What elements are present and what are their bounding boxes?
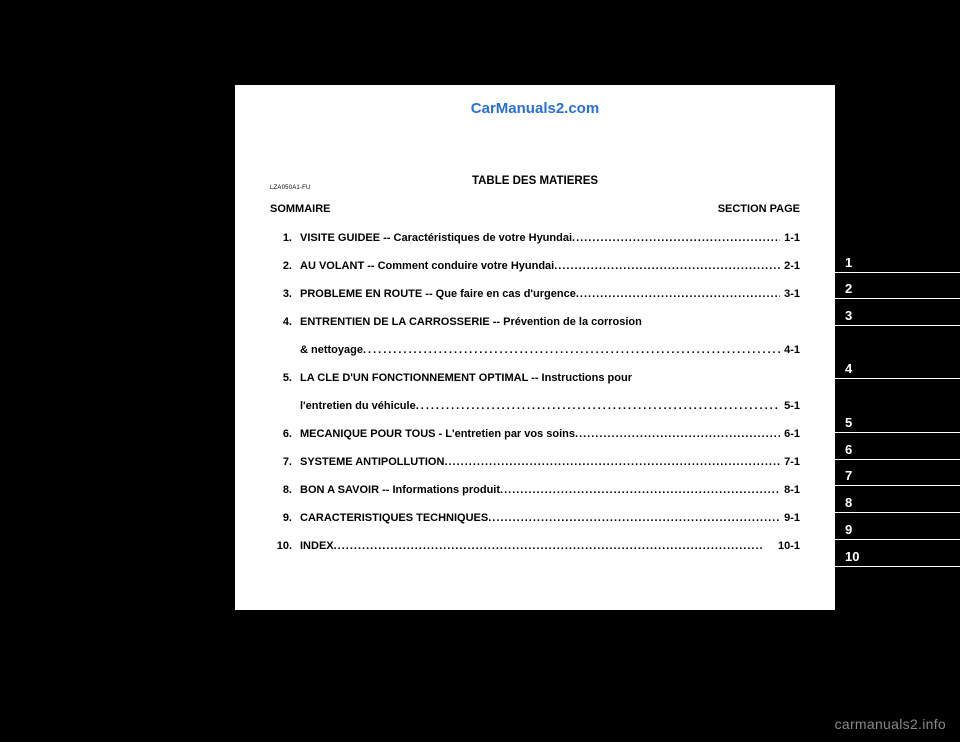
toc-leader: ........................................… xyxy=(572,233,780,244)
section-tab-4: 4 xyxy=(835,359,960,379)
toc-page: 3-1 xyxy=(784,289,800,300)
toc-entry: 6. MECANIQUE POUR TOUS - L'entretien par … xyxy=(270,429,800,440)
section-tab-10: 10 xyxy=(835,547,960,567)
toc-subtext: l'entretien du véhicule xyxy=(300,401,416,412)
watermark-text: CarManuals2.com xyxy=(235,100,835,117)
toc-title: TABLE DES MATIERES xyxy=(270,175,800,187)
footer-watermark: carmanuals2.info xyxy=(835,716,946,732)
toc-subtext: & nettoyage xyxy=(300,345,363,356)
toc-entry: 8. BON A SAVOIR -- Informations produit .… xyxy=(270,485,800,496)
manual-page: CarManuals2.com LZA050A1-FU TABLE DES MA… xyxy=(235,85,835,610)
toc-entry: 1. VISITE GUIDEE -- Caractéristiques de v… xyxy=(270,233,800,244)
section-tab-6: 6 xyxy=(835,440,960,460)
toc-entry: 5. LA CLE D'UN FONCTIONNEMENT OPTIMAL -- … xyxy=(270,373,800,384)
toc-header-left: SOMMAIRE xyxy=(270,203,331,215)
toc-page: 8-1 xyxy=(784,485,800,496)
toc-number: 10. xyxy=(270,541,292,552)
toc-number: 2. xyxy=(270,261,292,272)
toc-entry: 10. INDEX ...............................… xyxy=(270,541,800,552)
toc-text: BON A SAVOIR -- Informations produit xyxy=(300,485,500,496)
toc-entry: 3. PROBLEME EN ROUTE -- Que faire en cas … xyxy=(270,289,800,300)
toc-number: 4. xyxy=(270,317,292,328)
toc-subentry: l'entretien du véhicule ................… xyxy=(270,401,800,412)
section-tab-3: 3 xyxy=(835,306,960,326)
toc-text: VISITE GUIDEE -- Caractéristiques de vot… xyxy=(300,233,572,244)
toc-leader: ........................................… xyxy=(554,261,780,272)
toc-text: SYSTEME ANTIPOLLUTION xyxy=(300,457,444,468)
section-tab-7: 7 xyxy=(835,466,960,486)
toc-number: 7. xyxy=(270,457,292,468)
toc-leader: ........................................… xyxy=(575,429,780,440)
toc-page: 1-1 xyxy=(784,233,800,244)
toc-leader: ........................................… xyxy=(488,513,780,524)
toc-leader: ........................................… xyxy=(363,345,780,356)
section-tab-8: 8 xyxy=(835,493,960,513)
toc-page: 10-1 xyxy=(778,541,800,552)
toc-header: SOMMAIRE SECTION PAGE xyxy=(270,203,800,215)
toc-header-right: SECTION PAGE xyxy=(718,203,800,215)
toc-text: MECANIQUE POUR TOUS - L'entretien par vo… xyxy=(300,429,575,440)
toc-page: 7-1 xyxy=(784,457,800,468)
toc-leader: ........................................… xyxy=(416,401,780,412)
toc-number: 1. xyxy=(270,233,292,244)
doc-reference: LZA050A1-FU xyxy=(270,185,311,191)
toc-text: PROBLEME EN ROUTE -- Que faire en cas d'… xyxy=(300,289,576,300)
toc-page: 2-1 xyxy=(784,261,800,272)
toc-page: 6-1 xyxy=(784,429,800,440)
section-tab-9: 9 xyxy=(835,520,960,540)
toc-text: CARACTERISTIQUES TECHNIQUES xyxy=(300,513,488,524)
toc-leader: ........................................… xyxy=(500,485,780,496)
toc-number: 8. xyxy=(270,485,292,496)
toc-number: 3. xyxy=(270,289,292,300)
toc-text: INDEX xyxy=(300,541,334,552)
toc-page: 9-1 xyxy=(784,513,800,524)
toc-leader: ........................................… xyxy=(576,289,780,300)
section-tab-2: 2 xyxy=(835,279,960,299)
toc-text: AU VOLANT -- Comment conduire votre Hyun… xyxy=(300,261,554,272)
toc-entry: 4. ENTRENTIEN DE LA CARROSSERIE -- Préven… xyxy=(270,317,800,328)
toc-number: 5. xyxy=(270,373,292,384)
toc-leader: ........................................… xyxy=(444,457,780,468)
section-tab-1: 1 xyxy=(835,253,960,273)
toc-subentry: & nettoyage ............................… xyxy=(270,345,800,356)
toc-leader: ........................................… xyxy=(334,541,774,552)
toc-entry: 2. AU VOLANT -- Comment conduire votre Hy… xyxy=(270,261,800,272)
toc-number: 6. xyxy=(270,429,292,440)
section-tab-5: 5 xyxy=(835,413,960,433)
toc-entry: 7. SYSTEME ANTIPOLLUTION ................… xyxy=(270,457,800,468)
toc-text: ENTRENTIEN DE LA CARROSSERIE -- Préventi… xyxy=(300,317,642,328)
toc-entry: 9. CARACTERISTIQUES TECHNIQUES ..........… xyxy=(270,513,800,524)
toc-number: 9. xyxy=(270,513,292,524)
toc-page: 4-1 xyxy=(784,345,800,356)
toc-text: LA CLE D'UN FONCTIONNEMENT OPTIMAL -- In… xyxy=(300,373,632,384)
toc-body: 1. VISITE GUIDEE -- Caractéristiques de v… xyxy=(270,233,800,552)
toc-page: 5-1 xyxy=(784,401,800,412)
